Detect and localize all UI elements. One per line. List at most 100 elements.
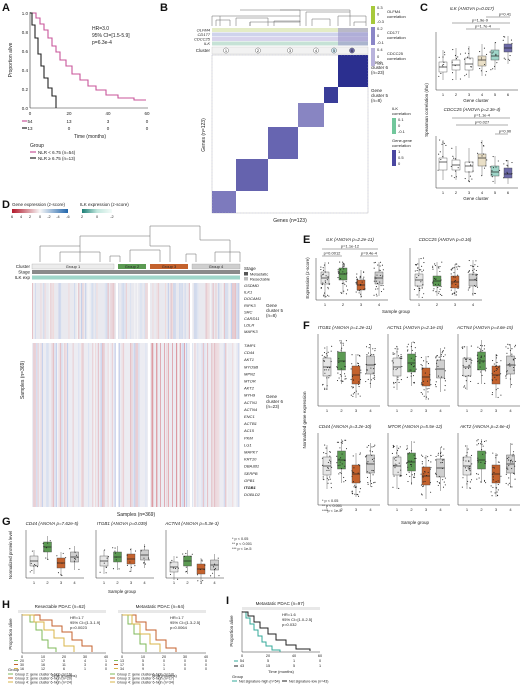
data-point bbox=[423, 262, 425, 264]
data-point bbox=[476, 473, 478, 475]
data-point bbox=[325, 281, 327, 283]
heatmap-stripe bbox=[85, 283, 87, 339]
panel-c-bottom-boxes bbox=[437, 139, 513, 184]
data-point bbox=[463, 58, 466, 60]
data-point bbox=[337, 465, 339, 467]
heatmap-stripe bbox=[58, 283, 60, 339]
data-point bbox=[422, 481, 424, 483]
data-point bbox=[435, 455, 437, 458]
heatmap-stripe bbox=[88, 283, 90, 339]
heatmap-stripe bbox=[194, 283, 196, 339]
data-point bbox=[422, 486, 424, 488]
heatmap-stripe bbox=[114, 343, 116, 507]
heatmap-stripe bbox=[40, 283, 42, 339]
data-point bbox=[413, 342, 415, 344]
panel-i-legend-title: Group bbox=[232, 674, 244, 679]
data-point bbox=[483, 145, 485, 147]
data-point bbox=[410, 364, 413, 366]
data-point bbox=[33, 564, 36, 566]
data-point bbox=[491, 52, 493, 54]
panel-a-xlabel: Time (months) bbox=[74, 134, 106, 140]
data-point bbox=[370, 379, 372, 381]
data-point bbox=[506, 164, 508, 166]
data-point bbox=[326, 388, 328, 390]
data-point bbox=[438, 475, 440, 477]
data-point bbox=[331, 345, 333, 347]
data-point bbox=[436, 359, 438, 361]
legend-bar-gene-gene bbox=[392, 150, 396, 166]
panel-a-ytick: 0.4 bbox=[22, 68, 29, 73]
data-point bbox=[512, 455, 514, 457]
data-point bbox=[397, 471, 399, 473]
data-point bbox=[99, 571, 101, 573]
xtick: 4 bbox=[509, 408, 512, 413]
data-point bbox=[481, 155, 483, 157]
data-point bbox=[505, 473, 507, 475]
heatmap-stripe bbox=[226, 343, 228, 507]
xtick: 1 bbox=[324, 302, 327, 307]
data-point bbox=[379, 265, 381, 267]
data-point bbox=[483, 63, 486, 66]
data-point bbox=[373, 363, 375, 366]
data-point bbox=[450, 165, 452, 167]
data-point bbox=[392, 445, 395, 448]
data-point bbox=[424, 372, 426, 374]
data-point bbox=[506, 352, 508, 354]
data-point bbox=[56, 555, 58, 557]
risk-value: 1 bbox=[84, 667, 86, 671]
data-point bbox=[326, 469, 328, 471]
pval: p=1.1e-4 bbox=[474, 113, 491, 118]
panel-a-stat: HR=3.0 bbox=[92, 26, 109, 32]
data-point bbox=[422, 383, 424, 386]
data-point bbox=[483, 348, 485, 350]
panel-b-ylabel: Genes (n=123) bbox=[201, 118, 207, 152]
data-point bbox=[422, 476, 424, 478]
data-point bbox=[468, 364, 470, 366]
data-point bbox=[477, 461, 479, 463]
data-point bbox=[484, 345, 486, 347]
heatmap-stripe bbox=[180, 283, 182, 339]
xtick: 1 bbox=[442, 92, 445, 97]
data-point bbox=[345, 439, 347, 441]
xtick: 4 bbox=[378, 302, 381, 307]
data-point bbox=[432, 290, 434, 292]
panel-h-stat: HR=1.7 bbox=[170, 615, 184, 620]
data-point bbox=[325, 296, 327, 298]
panel-h-legend-item: Group 4: gene cluster 6-high (n=24) bbox=[15, 680, 72, 684]
data-point bbox=[469, 470, 471, 472]
data-point bbox=[366, 369, 368, 371]
data-point bbox=[513, 366, 515, 369]
data-point bbox=[453, 276, 455, 278]
data-point bbox=[439, 139, 441, 141]
data-point bbox=[497, 480, 499, 482]
data-point bbox=[440, 158, 442, 161]
xtick: 3 bbox=[130, 580, 133, 585]
data-point bbox=[329, 367, 331, 369]
data-point bbox=[470, 479, 473, 481]
data-point bbox=[43, 545, 45, 548]
data-point bbox=[445, 144, 447, 147]
data-point bbox=[425, 396, 428, 398]
data-point bbox=[345, 293, 347, 295]
panel-d-letter: D bbox=[2, 199, 10, 211]
data-point bbox=[507, 58, 509, 60]
data-point bbox=[322, 267, 324, 269]
data-point bbox=[322, 269, 325, 271]
panel-f-sig-legend: * p < 0.05 bbox=[322, 499, 338, 503]
data-point bbox=[344, 284, 346, 286]
data-point bbox=[320, 269, 322, 271]
data-point bbox=[481, 175, 483, 177]
heatmap-stripe bbox=[212, 343, 214, 507]
data-point bbox=[444, 380, 446, 382]
group-4-bar bbox=[191, 263, 241, 270]
risk-value: 4 bbox=[84, 659, 86, 663]
data-point bbox=[325, 447, 327, 449]
heatmap-stripe bbox=[107, 283, 109, 339]
data-point bbox=[469, 468, 471, 470]
panel-b: B OLFM4 CD177 CDCC25 ILK Cluster 1 2 3 4 bbox=[160, 2, 413, 224]
data-point bbox=[469, 175, 471, 177]
cluster-id: 3 bbox=[289, 48, 292, 53]
risk-value: 0 bbox=[184, 667, 186, 671]
